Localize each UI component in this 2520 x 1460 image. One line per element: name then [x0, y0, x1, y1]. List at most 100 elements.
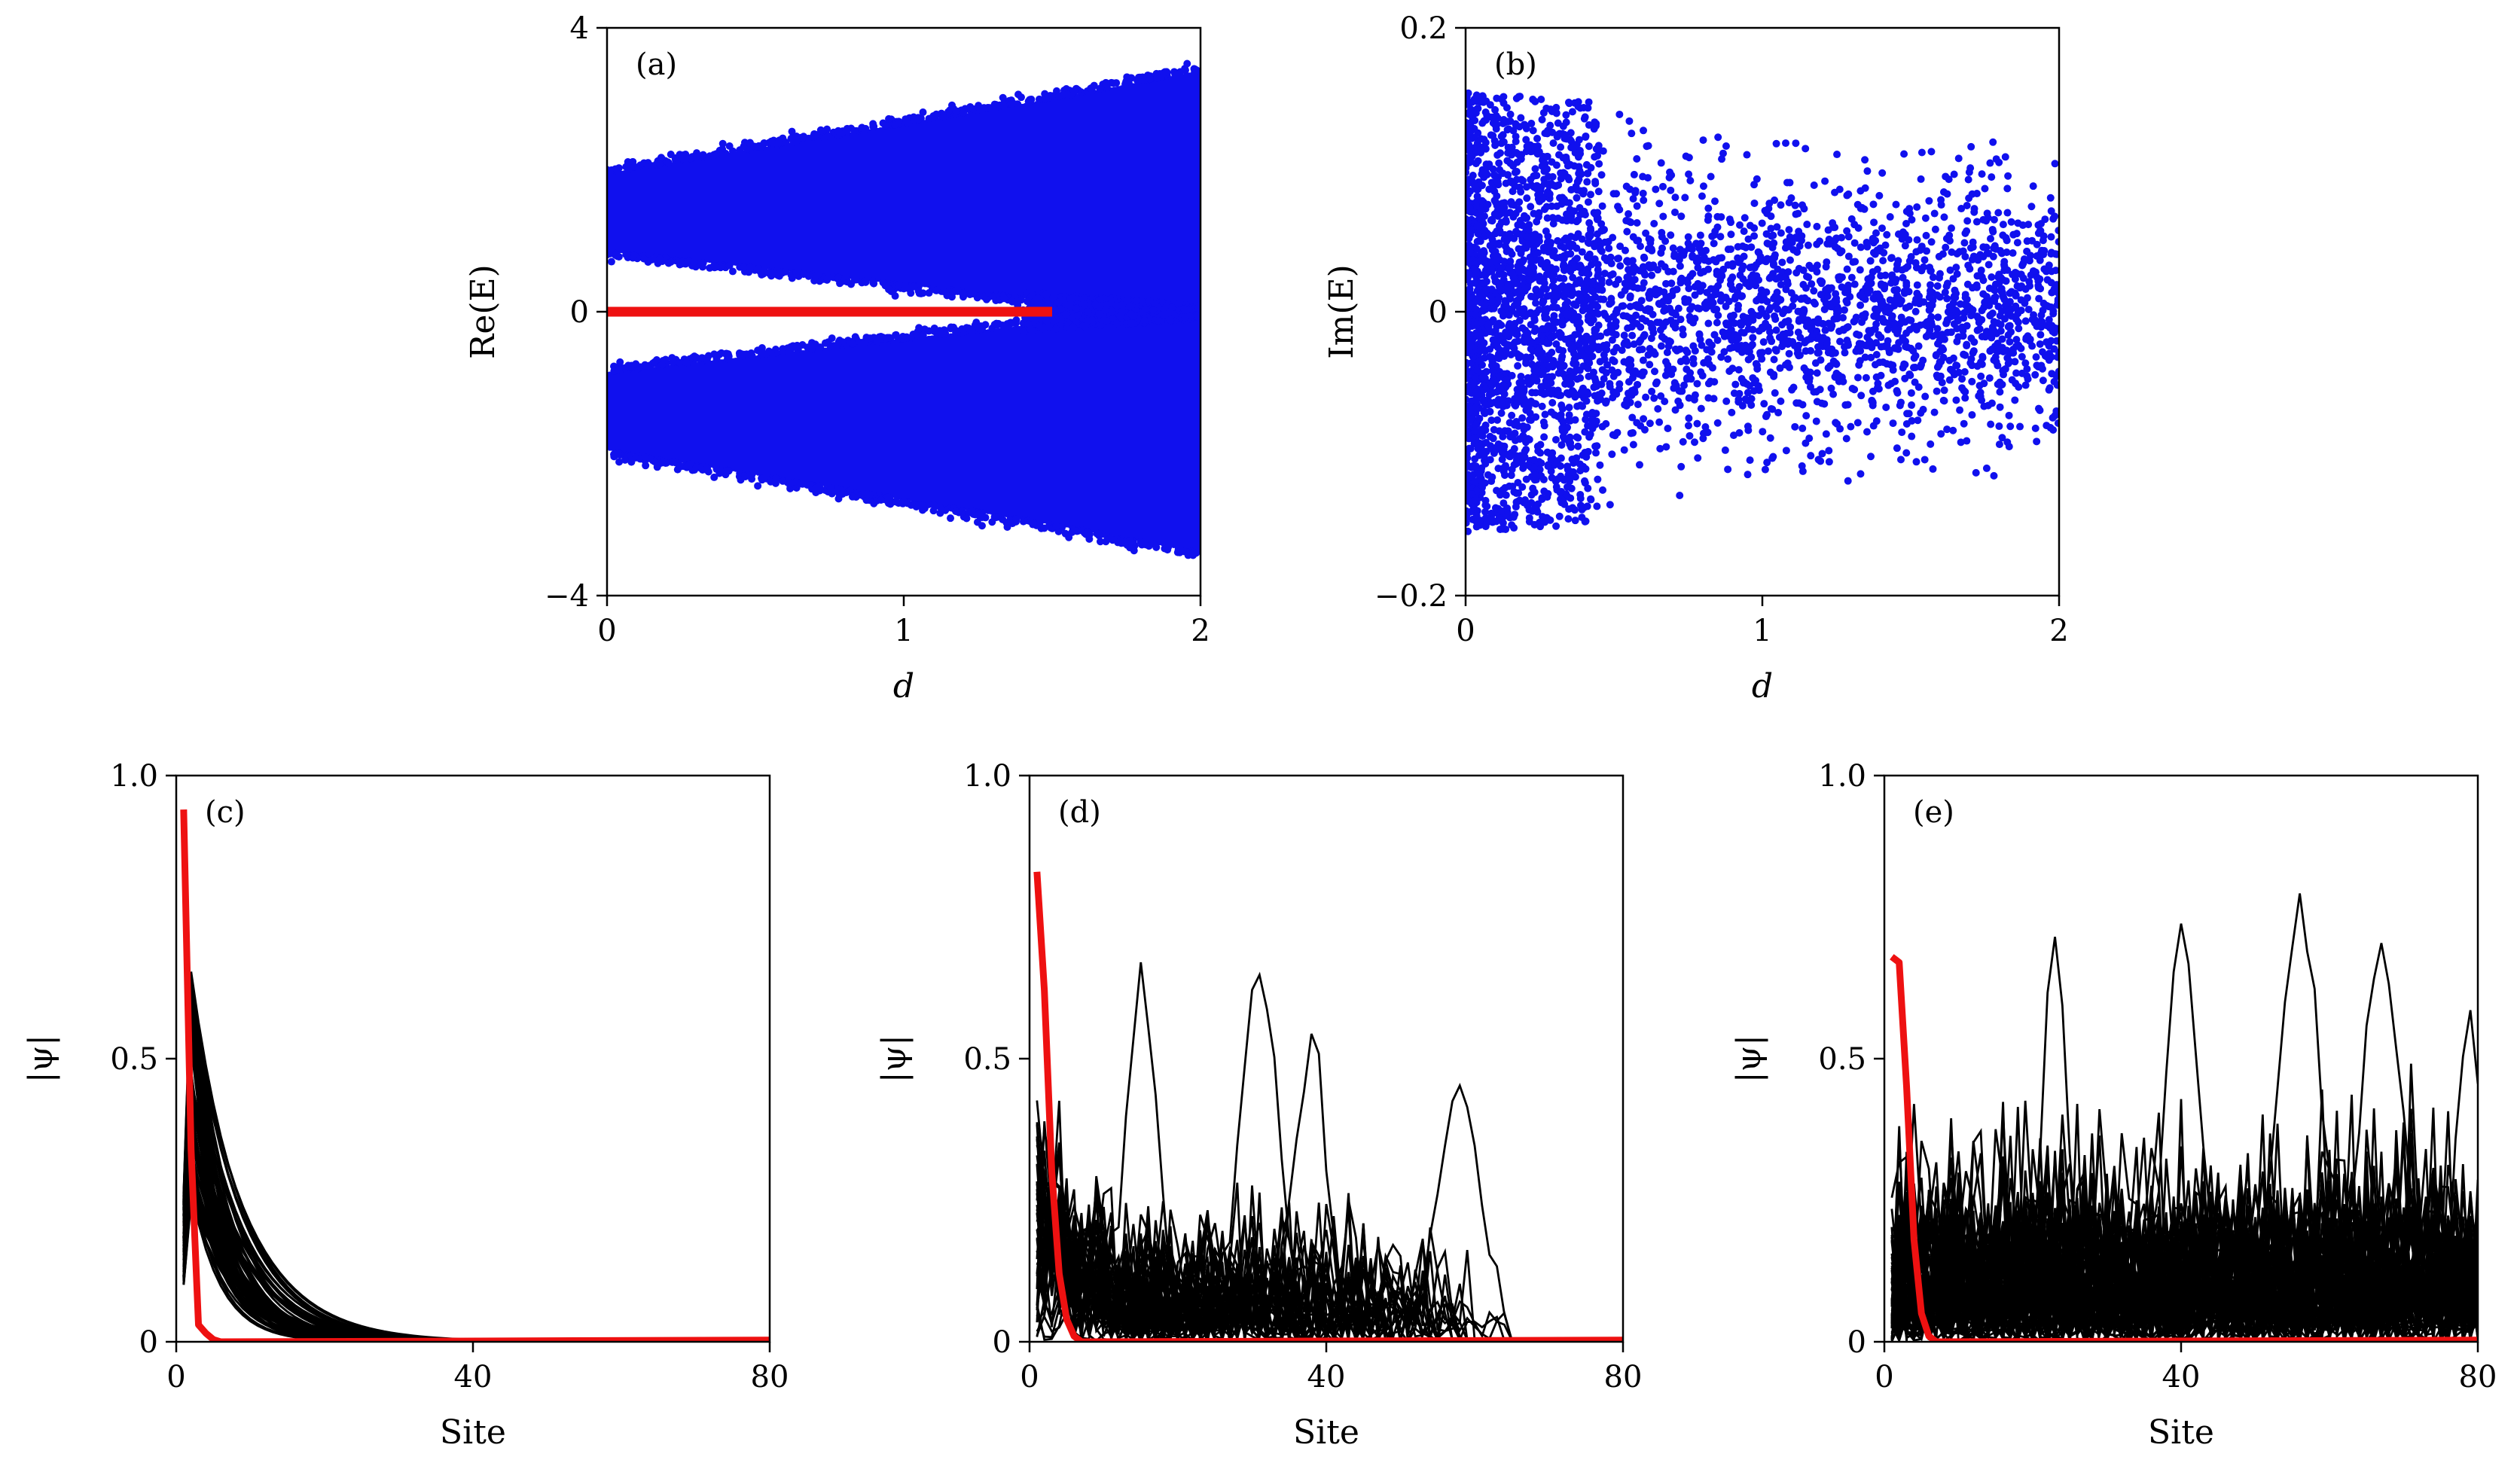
- data-point: [1014, 100, 1022, 108]
- data-point: [1565, 404, 1573, 412]
- data-point: [1581, 113, 1589, 121]
- data-point: [692, 463, 700, 471]
- data-point: [1112, 301, 1121, 309]
- data-point: [1493, 94, 1501, 102]
- data-point: [1913, 236, 1921, 244]
- data-point: [862, 496, 871, 504]
- data-point: [1466, 180, 1472, 188]
- data-point: [1533, 218, 1541, 226]
- data-point: [885, 114, 893, 123]
- data-point: [1917, 175, 1925, 183]
- data-point: [1590, 368, 1598, 376]
- data-point: [768, 139, 776, 147]
- data-point: [1521, 495, 1529, 504]
- data-point: [1655, 200, 1664, 208]
- data-point: [1584, 198, 1592, 206]
- data-point: [1507, 178, 1515, 187]
- data-point: [651, 358, 659, 366]
- data-point: [1536, 190, 1544, 198]
- data-point: [1466, 118, 1470, 126]
- data-point: [607, 258, 615, 266]
- data-point: [1109, 536, 1117, 544]
- data-point: [1562, 118, 1570, 126]
- data-point: [1168, 303, 1176, 312]
- data-point: [903, 284, 911, 292]
- data-point: [1871, 361, 1879, 369]
- data-point: [1608, 450, 1616, 459]
- data-point: [1957, 205, 1966, 213]
- data-point: [779, 477, 787, 485]
- data-point: [877, 334, 885, 343]
- data-point: [1125, 303, 1133, 311]
- data-point: [1591, 179, 1600, 187]
- data-point: [1979, 276, 1988, 285]
- data-point: [1763, 255, 1771, 263]
- data-point: [1677, 462, 1686, 471]
- data-point: [1558, 282, 1567, 290]
- data-point: [1531, 97, 1539, 105]
- data-point: [1843, 265, 1851, 273]
- data-point: [976, 513, 984, 521]
- data-point: [1490, 449, 1498, 457]
- data-point: [1704, 319, 1713, 328]
- data-point: [1522, 438, 1530, 447]
- data-point: [895, 281, 903, 289]
- data-point: [1514, 361, 1522, 370]
- data-point: [1759, 428, 1767, 436]
- data-point: [1489, 434, 1497, 443]
- data-point: [1545, 362, 1554, 370]
- data-point: [947, 514, 955, 523]
- data-point: [1684, 422, 1692, 430]
- data-point: [1049, 318, 1057, 326]
- data-point: [1538, 402, 1546, 410]
- data-point: [621, 364, 629, 372]
- data-point: [641, 453, 649, 462]
- data-point: [1726, 245, 1734, 253]
- data-point: [885, 285, 893, 294]
- data-point: [1843, 227, 1851, 235]
- data-point: [1947, 224, 1955, 233]
- data-point: [1545, 515, 1553, 523]
- data-point: [952, 108, 960, 116]
- data-point: [1012, 515, 1021, 523]
- data-point: [1030, 519, 1038, 527]
- data-point: [1679, 325, 1687, 334]
- data-point: [767, 477, 775, 486]
- data-point: [825, 132, 833, 140]
- data-point: [2034, 284, 2043, 292]
- data-point: [1648, 271, 1656, 279]
- data-point: [1632, 311, 1640, 319]
- data-point: [1474, 105, 1482, 113]
- data-point: [1841, 401, 1850, 409]
- data-point: [1552, 522, 1561, 530]
- data-point: [1577, 170, 1585, 178]
- data-point: [722, 349, 731, 358]
- data-point: [1017, 296, 1025, 304]
- y-axis-label: Re(E): [464, 264, 502, 359]
- data-point: [1160, 69, 1168, 77]
- data-point: [1945, 376, 1954, 384]
- data-point: [621, 456, 629, 464]
- data-point: [1705, 338, 1713, 346]
- data-point: [1141, 305, 1149, 313]
- data-point: [1782, 447, 1790, 455]
- data-point: [1814, 349, 1823, 357]
- data-point: [1517, 187, 1525, 196]
- data-point: [1671, 194, 1679, 202]
- data-point: [1934, 313, 1942, 322]
- data-point: [1498, 456, 1506, 464]
- data-point: [1472, 97, 1481, 105]
- data-point: [952, 507, 960, 515]
- data-point: [1487, 131, 1495, 139]
- data-point: [980, 104, 988, 112]
- data-point: [1498, 449, 1506, 457]
- data-point: [1568, 455, 1576, 463]
- data-point: [1557, 331, 1565, 339]
- data-point: [861, 277, 869, 285]
- data-point: [1109, 314, 1117, 322]
- data-point: [1573, 194, 1581, 202]
- data-point: [1931, 225, 1939, 233]
- data-point: [1866, 257, 1875, 265]
- data-point: [1941, 288, 1949, 297]
- data-point: [1901, 242, 1909, 250]
